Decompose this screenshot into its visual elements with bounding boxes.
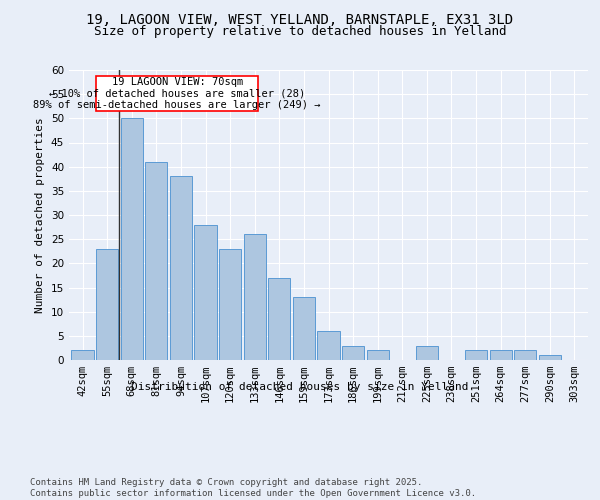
Bar [490, 350, 512, 360]
Bar [121, 118, 143, 360]
Bar [96, 249, 118, 360]
Bar [293, 297, 315, 360]
Y-axis label: Number of detached properties: Number of detached properties [35, 117, 46, 313]
Bar [268, 278, 290, 360]
Bar [71, 350, 94, 360]
Text: Contains HM Land Registry data © Crown copyright and database right 2025.
Contai: Contains HM Land Registry data © Crown c… [30, 478, 476, 498]
FancyBboxPatch shape [96, 76, 259, 111]
Text: Size of property relative to detached houses in Yelland: Size of property relative to detached ho… [94, 25, 506, 38]
Text: Distribution of detached houses by size in Yelland: Distribution of detached houses by size … [131, 382, 469, 392]
Bar [367, 350, 389, 360]
Bar [244, 234, 266, 360]
Bar [317, 331, 340, 360]
Bar [342, 346, 364, 360]
Bar [194, 224, 217, 360]
Bar [219, 249, 241, 360]
Text: 19 LAGOON VIEW: 70sqm
← 10% of detached houses are smaller (28)
89% of semi-deta: 19 LAGOON VIEW: 70sqm ← 10% of detached … [34, 77, 321, 110]
Bar [465, 350, 487, 360]
Bar [514, 350, 536, 360]
Bar [416, 346, 438, 360]
Text: 19, LAGOON VIEW, WEST YELLAND, BARNSTAPLE, EX31 3LD: 19, LAGOON VIEW, WEST YELLAND, BARNSTAPL… [86, 12, 514, 26]
Bar [539, 355, 561, 360]
Bar [170, 176, 192, 360]
Bar [145, 162, 167, 360]
